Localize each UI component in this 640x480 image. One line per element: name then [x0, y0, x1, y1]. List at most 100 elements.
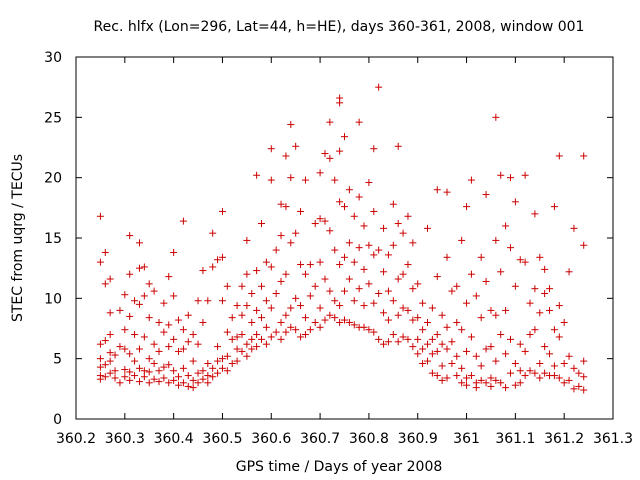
data-point — [272, 328, 280, 336]
data-point — [336, 302, 344, 310]
data-point — [384, 251, 392, 259]
data-point — [223, 328, 231, 336]
data-point — [111, 351, 119, 359]
data-point — [472, 292, 480, 300]
data-point — [194, 369, 202, 377]
data-point — [301, 331, 309, 339]
data-point — [365, 178, 373, 186]
data-point — [487, 343, 495, 351]
data-point — [370, 328, 378, 336]
data-point — [321, 316, 329, 324]
data-point — [482, 191, 490, 199]
data-point — [360, 265, 368, 273]
data-point — [301, 176, 309, 184]
data-point — [536, 374, 544, 382]
data-point — [350, 212, 358, 220]
data-point — [297, 261, 305, 269]
data-point — [580, 357, 588, 365]
data-point — [179, 326, 187, 334]
data-point — [453, 352, 461, 360]
data-point — [521, 372, 529, 380]
data-point — [370, 145, 378, 153]
data-point — [331, 314, 339, 322]
data-point — [502, 306, 510, 314]
x-tick-label: 361.3 — [593, 431, 633, 447]
data-point — [360, 323, 368, 331]
data-point — [389, 297, 397, 305]
y-tick-label: 0 — [53, 412, 62, 428]
data-point — [282, 203, 290, 211]
data-point — [443, 374, 451, 382]
data-point — [155, 367, 163, 375]
data-point — [384, 338, 392, 346]
data-point — [394, 275, 402, 283]
data-point — [160, 363, 168, 371]
data-point — [331, 176, 339, 184]
data-point — [277, 277, 285, 285]
data-point — [316, 258, 324, 266]
data-point — [165, 273, 173, 281]
data-point — [511, 359, 519, 367]
data-point — [175, 316, 183, 324]
data-point — [482, 379, 490, 387]
data-point — [189, 384, 197, 392]
data-point — [135, 300, 143, 308]
data-point — [492, 236, 500, 244]
data-point — [355, 193, 363, 201]
data-point — [131, 357, 139, 365]
data-point — [228, 359, 236, 367]
data-point — [419, 345, 427, 353]
data-point — [355, 118, 363, 126]
data-point — [511, 381, 519, 389]
data-point — [414, 280, 422, 288]
data-point — [433, 372, 441, 380]
data-point — [438, 340, 446, 348]
data-point — [126, 270, 134, 278]
data-point — [326, 154, 334, 162]
data-point — [228, 314, 236, 322]
data-point — [165, 321, 173, 329]
data-point — [258, 335, 266, 343]
data-point — [380, 268, 388, 276]
data-point — [111, 374, 119, 382]
data-point — [194, 340, 202, 348]
data-point — [428, 335, 436, 343]
data-point — [502, 384, 510, 392]
data-point — [360, 222, 368, 230]
data-point — [487, 374, 495, 382]
data-point — [287, 121, 295, 129]
data-point — [365, 280, 373, 288]
data-point — [204, 297, 212, 305]
data-point — [531, 369, 539, 377]
data-point — [306, 261, 314, 269]
data-point — [243, 352, 251, 360]
data-point — [555, 302, 563, 310]
data-point — [306, 292, 314, 300]
data-point — [336, 318, 344, 326]
data-point — [423, 318, 431, 326]
data-point — [492, 113, 500, 121]
data-point — [233, 345, 241, 353]
data-point — [380, 309, 388, 317]
data-point — [131, 331, 139, 339]
data-point — [453, 372, 461, 380]
data-point — [218, 297, 226, 305]
data-point — [233, 357, 241, 365]
data-point — [550, 203, 558, 211]
chart-title: Rec. hlfx (Lon=296, Lat=44, h=HE), days … — [94, 19, 585, 35]
data-point — [521, 171, 529, 179]
data-point — [258, 282, 266, 290]
data-point — [414, 350, 422, 358]
data-point — [570, 224, 578, 232]
x-tick-label: 360.5 — [202, 431, 242, 447]
data-point — [175, 381, 183, 389]
data-point — [404, 261, 412, 269]
data-point — [580, 152, 588, 160]
data-point — [277, 335, 285, 343]
data-point — [419, 299, 427, 307]
data-point — [214, 357, 222, 365]
data-point — [292, 229, 300, 237]
data-point — [184, 372, 192, 380]
y-tick-label: 10 — [44, 291, 62, 307]
data-point — [414, 314, 422, 322]
